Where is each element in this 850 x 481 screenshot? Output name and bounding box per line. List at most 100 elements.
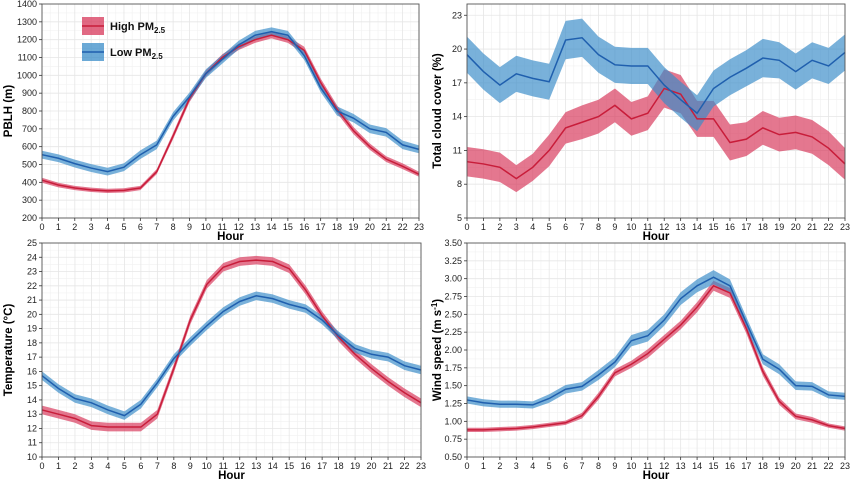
x-tick-label: 3 [89, 222, 94, 232]
x-tick-label: 0 [39, 461, 44, 471]
y-tick-label: 25 [27, 238, 37, 248]
x-tick-label: 11 [218, 222, 227, 232]
y-tick-label: 1.00 [444, 416, 462, 426]
x-tick-label: 0 [464, 222, 469, 232]
y-axis-label: Temperature (°C) [3, 304, 15, 397]
y-tick-label: 24 [27, 252, 37, 262]
x-tick-label: 4 [530, 461, 535, 471]
y-tick-label: 23 [452, 10, 462, 20]
x-axis-label: Hour [217, 231, 244, 243]
x-tick-label: 13 [250, 222, 260, 232]
x-tick-label: 23 [840, 461, 850, 471]
x-tick-label: 20 [791, 222, 801, 232]
y-tick-label: 1100 [18, 53, 37, 63]
y-tick-label: 20 [27, 309, 37, 319]
panel-wind: 0 1 2 3 4 5 6 7 8 9 10 11 12 13 14 15 16 17 18 19 20 21 22 230.… [430, 238, 850, 481]
x-tick-label: 15 [284, 461, 294, 471]
y-tick-label: 12 [27, 423, 37, 433]
x-tick-label: 21 [381, 222, 391, 232]
x-tick-label: 19 [774, 222, 784, 232]
x-tick-label: 17 [316, 222, 326, 232]
x-tick-label: 8 [171, 461, 176, 471]
x-tick-label: 21 [383, 461, 393, 471]
x-tick-label: 17 [741, 222, 751, 232]
y-tick-label: 8 [457, 179, 462, 189]
x-tick-label: 11 [643, 461, 652, 471]
y-tick-label: 700 [22, 124, 37, 134]
x-tick-label: 2 [72, 222, 77, 232]
y-axis-label: Total cloud cover (%) [432, 53, 444, 169]
y-tick-label: 1400 [17, 0, 37, 9]
x-tick-label: 1 [481, 222, 486, 232]
y-tick-label: 5 [457, 213, 462, 223]
x-tick-label: 12 [235, 461, 245, 471]
x-tick-label: 7 [580, 461, 585, 471]
x-axis-label: Hour [643, 231, 670, 243]
x-tick-label: 16 [725, 222, 735, 232]
x-tick-label: 21 [807, 222, 817, 232]
x-axis-label: Hour [643, 470, 670, 481]
series-line-high [467, 284, 846, 431]
y-tick-label: 15 [27, 381, 37, 391]
series-line-low [466, 276, 846, 406]
x-tick-label: 14 [692, 222, 702, 232]
x-tick-label: 4 [105, 222, 110, 232]
x-tick-label: 11 [219, 461, 228, 471]
y-tick-label: 0.75 [444, 434, 462, 444]
x-tick-label: 1 [56, 461, 61, 471]
y-tick-label: 17 [27, 352, 37, 362]
x-tick-label: 16 [301, 461, 311, 471]
y-tick-label: 11 [453, 145, 462, 155]
y-tick-label: 2.25 [444, 327, 462, 337]
x-tick-label: 17 [317, 461, 327, 471]
y-tick-label: 22 [27, 281, 37, 291]
x-tick-label: 22 [398, 222, 408, 232]
x-tick-label: 17 [741, 461, 751, 471]
y-tick-label: 21 [27, 295, 37, 305]
y-tick-label: 1300 [17, 17, 37, 27]
y-axis-label-sup: -1 [430, 302, 439, 310]
x-tick-label: 10 [626, 461, 636, 471]
x-tick-label: 19 [350, 461, 360, 471]
x-tick-label: 15 [283, 222, 293, 232]
x-tick-label: 7 [154, 222, 159, 232]
y-tick-label: 18 [27, 338, 37, 348]
x-tick-label: 14 [268, 461, 278, 471]
x-tick-label: 22 [824, 222, 834, 232]
plot-frame [41, 242, 422, 458]
x-tick-label: 5 [547, 222, 552, 232]
x-tick-label: 9 [612, 222, 617, 232]
y-axis-label-main: Wind speed (m s [432, 310, 444, 401]
x-tick-label: 6 [563, 222, 568, 232]
y-tick-label: 600 [22, 142, 37, 152]
x-tick-label: 1 [56, 222, 61, 232]
x-tick-label: 2 [497, 222, 502, 232]
x-tick-label: 6 [138, 222, 143, 232]
x-tick-label: 23 [416, 461, 426, 471]
x-tick-label: 18 [334, 461, 344, 471]
x-tick-label: 2 [72, 461, 77, 471]
x-tick-label: 20 [791, 461, 801, 471]
y-tick-label: 23 [27, 267, 37, 277]
x-tick-label: 13 [251, 461, 261, 471]
x-tick-label: 3 [89, 461, 94, 471]
y-tick-label: 1.25 [444, 399, 462, 409]
x-tick-label: 18 [758, 222, 768, 232]
x-tick-label: 10 [202, 461, 212, 471]
x-tick-label: 22 [824, 461, 834, 471]
y-tick-label: 3.00 [444, 274, 462, 284]
x-tick-label: 22 [400, 461, 410, 471]
y-tick-label: 1.50 [444, 381, 462, 391]
panel-temperature: 0 1 2 3 4 5 6 7 8 9 10 11 12 13 14 15 16 17 18 19 20 21 22 2310… [3, 238, 426, 481]
x-tick-label: 18 [332, 222, 342, 232]
band-high [467, 280, 845, 433]
x-tick-label: 15 [709, 222, 719, 232]
y-axis-label: Wind speed (m s-1) [430, 299, 444, 401]
y-tick-label: 400 [22, 177, 37, 187]
y-tick-label: 1.75 [444, 363, 462, 373]
x-tick-label: 10 [626, 222, 636, 232]
y-tick-label: 900 [22, 88, 37, 98]
y-tick-label: 800 [22, 106, 37, 116]
x-tick-label: 11 [643, 222, 652, 232]
